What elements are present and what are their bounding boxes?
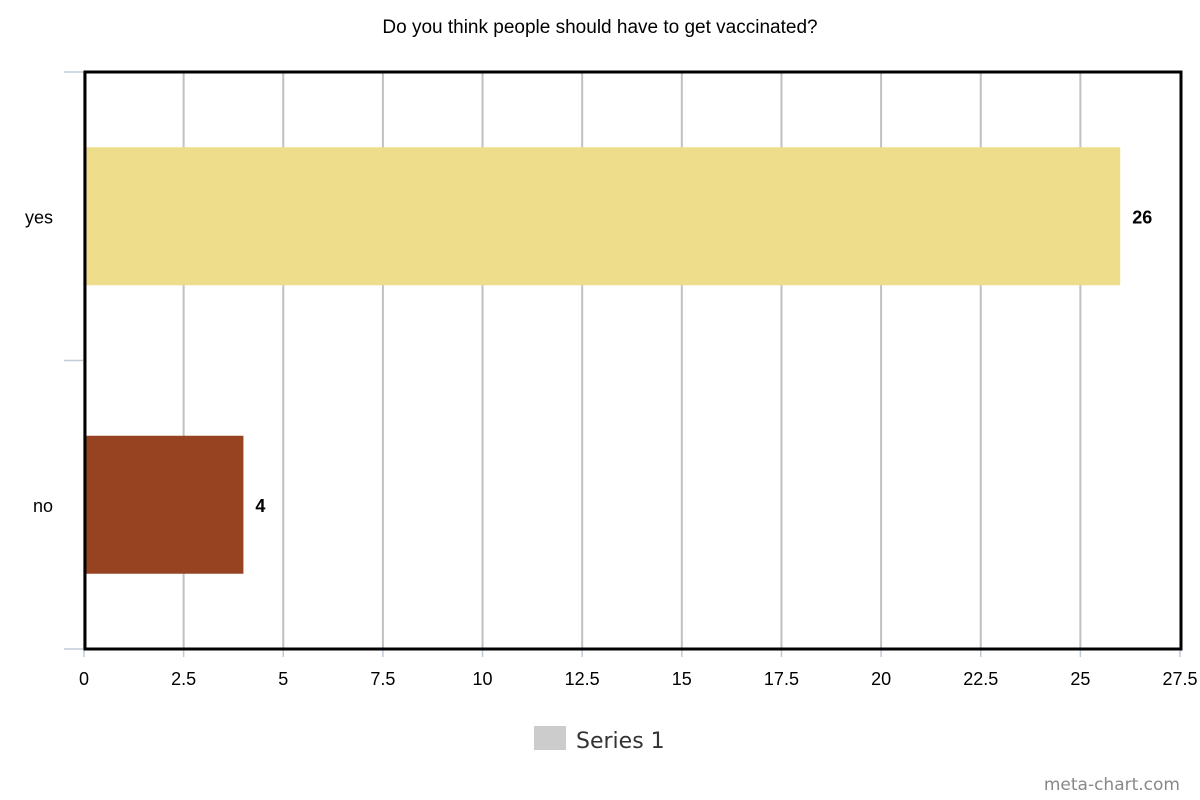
x-tick-label: 12.5 xyxy=(565,669,600,689)
legend: Series 1 xyxy=(534,726,665,754)
x-tick-label: 22.5 xyxy=(963,669,998,689)
legend-swatch xyxy=(534,726,566,750)
x-tick-label: 15 xyxy=(672,669,692,689)
value-label: 4 xyxy=(255,496,265,516)
chart-title: Do you think people should have to get v… xyxy=(382,17,817,38)
x-tick-label: 25 xyxy=(1070,669,1090,689)
plot-border xyxy=(83,70,1183,651)
x-tick-label: 27.5 xyxy=(1162,669,1197,689)
x-tick-label: 2.5 xyxy=(171,669,196,689)
category-label: no xyxy=(33,496,53,516)
value-label: 26 xyxy=(1132,207,1152,227)
x-tick-label: 0 xyxy=(79,669,89,689)
labels: 0 2.5 5 7.5 10 12.5 15 17.5 20 22.5 25 27.5 yes 26 no 4 xyxy=(25,207,1198,689)
bars xyxy=(85,147,1121,574)
bar-no xyxy=(85,435,244,574)
x-tick-label: 7.5 xyxy=(370,669,395,689)
credit-text: meta-chart.com xyxy=(1044,775,1180,795)
category-label: yes xyxy=(25,207,53,227)
x-tick-label: 20 xyxy=(871,669,891,689)
legend-label: Series 1 xyxy=(576,729,665,754)
bar-yes xyxy=(85,147,1121,286)
x-tick-label: 5 xyxy=(278,669,288,689)
x-tick-label: 17.5 xyxy=(764,669,799,689)
x-tick-label: 10 xyxy=(473,669,493,689)
